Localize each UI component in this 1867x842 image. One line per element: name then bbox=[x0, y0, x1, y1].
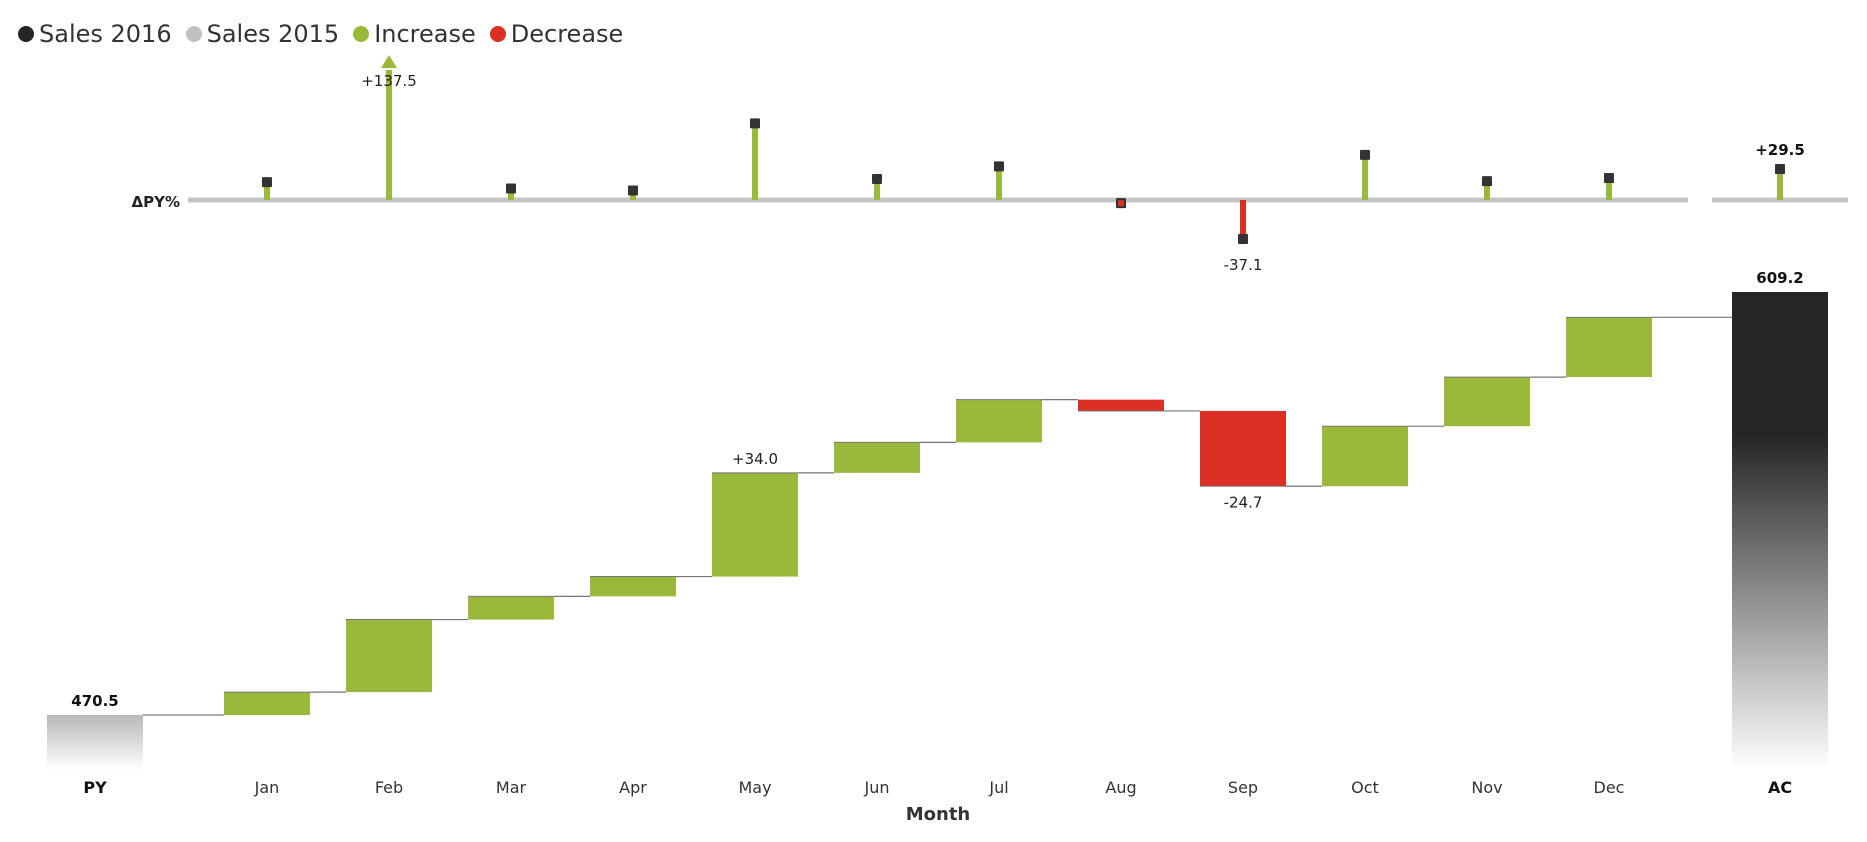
dpy-marker-dec[interactable] bbox=[1604, 172, 1614, 183]
tick-may: May bbox=[738, 778, 771, 797]
dpy-overflow-marker-feb bbox=[381, 55, 397, 68]
legend-dot-increase bbox=[353, 26, 370, 42]
bar-may[interactable] bbox=[712, 472, 798, 577]
data-label-sep: -24.7 bbox=[1224, 493, 1263, 511]
legend-label-sales-2016: Sales 2016 bbox=[39, 20, 172, 48]
bar-feb[interactable] bbox=[346, 619, 432, 693]
bar-jun[interactable] bbox=[834, 442, 920, 473]
bar-mar[interactable] bbox=[468, 596, 554, 620]
dpy-marker-ac[interactable] bbox=[1775, 164, 1785, 175]
dpy-marker-nov[interactable] bbox=[1482, 176, 1492, 187]
bar-nov[interactable] bbox=[1444, 377, 1530, 427]
legend-dot-sales-2016 bbox=[18, 26, 34, 42]
tick-jan: Jan bbox=[254, 778, 280, 797]
tick-sep: Sep bbox=[1228, 778, 1258, 797]
tick-jul: Jul bbox=[988, 778, 1008, 797]
tick-py: PY bbox=[83, 778, 107, 797]
dpy-marker-apr[interactable] bbox=[628, 185, 638, 196]
legend-item-decrease[interactable]: Decrease bbox=[489, 20, 624, 48]
legend-item-sales-2015[interactable]: Sales 2015 bbox=[185, 20, 340, 48]
legend-dot-sales-2015 bbox=[185, 26, 202, 42]
tick-jun: Jun bbox=[864, 778, 890, 797]
data-label-may: +34.0 bbox=[732, 450, 778, 468]
tick-nov: Nov bbox=[1471, 778, 1502, 797]
legend-dot-decrease bbox=[489, 26, 506, 42]
bar-jan[interactable] bbox=[224, 692, 310, 715]
tick-mar: Mar bbox=[496, 778, 527, 797]
bar-ac[interactable] bbox=[1732, 292, 1828, 770]
bar-apr[interactable] bbox=[590, 576, 676, 597]
dpy-marker-jan[interactable] bbox=[262, 177, 272, 188]
dpy-marker-mar[interactable] bbox=[506, 183, 516, 194]
tick-oct: Oct bbox=[1351, 778, 1379, 797]
tick-aug: Aug bbox=[1105, 778, 1136, 797]
legend: Sales 2016 Sales 2015 Increase Decrease bbox=[18, 20, 637, 48]
dpy-marker-jun[interactable] bbox=[872, 174, 882, 184]
dpy-marker-may[interactable] bbox=[750, 118, 760, 129]
dpy-label-ac: +29.5 bbox=[1755, 141, 1805, 159]
legend-label-increase: Increase bbox=[374, 20, 476, 48]
dpy-axis-label: ΔPY% bbox=[132, 193, 181, 211]
data-label-ac: 609.2 bbox=[1756, 269, 1803, 287]
x-axis-title: Month bbox=[906, 804, 971, 825]
bar-jul[interactable] bbox=[956, 399, 1042, 443]
tick-feb: Feb bbox=[375, 778, 403, 797]
bar-sep[interactable] bbox=[1200, 410, 1286, 487]
dpy-marker-oct[interactable] bbox=[1360, 149, 1370, 160]
bar-dec[interactable] bbox=[1566, 317, 1652, 378]
tick-apr: Apr bbox=[619, 778, 647, 797]
tick-ac: AC bbox=[1768, 778, 1792, 797]
dpy-marker-jul[interactable] bbox=[994, 161, 1004, 172]
dpy-marker-sep[interactable] bbox=[1238, 233, 1248, 244]
legend-item-increase[interactable]: Increase bbox=[353, 20, 476, 48]
data-label-py: 470.5 bbox=[71, 692, 118, 710]
bar-py[interactable] bbox=[47, 715, 143, 770]
dpy-label-sep: -37.1 bbox=[1224, 256, 1263, 274]
legend-label-decrease: Decrease bbox=[510, 20, 624, 48]
dpy-marker-inner-aug bbox=[1118, 200, 1124, 207]
bar-oct[interactable] bbox=[1322, 426, 1408, 487]
dpy-label-feb: +137.5 bbox=[361, 72, 417, 90]
tick-dec: Dec bbox=[1594, 778, 1625, 797]
legend-label-sales-2015: Sales 2015 bbox=[206, 20, 340, 48]
bar-aug[interactable] bbox=[1078, 399, 1164, 411]
legend-item-sales-2016[interactable]: Sales 2016 bbox=[18, 20, 172, 48]
